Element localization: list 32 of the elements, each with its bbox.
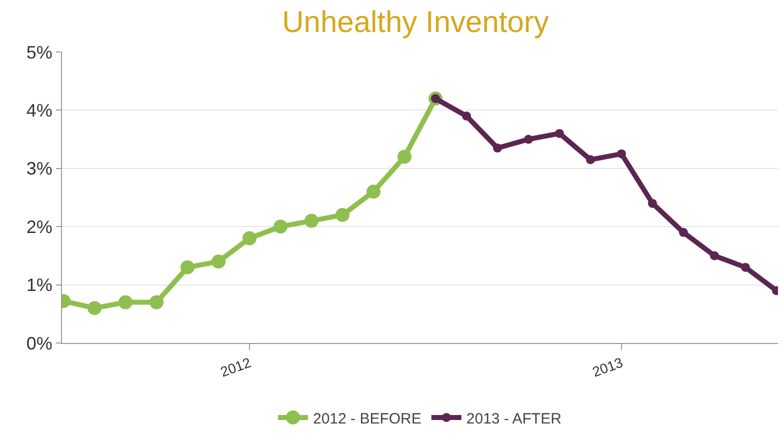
point [740,262,750,272]
point [616,149,626,158]
y-tick-label: 1% [26,275,52,296]
point [710,251,719,260]
point [524,134,533,144]
point [366,184,381,199]
point [88,301,102,316]
y-tick-label: 4% [26,100,52,120]
point [586,155,595,164]
point [336,208,350,222]
point [648,198,657,208]
y-tick-label: 3% [26,158,52,179]
point [492,144,502,153]
point [242,231,257,246]
point [118,295,133,310]
point [274,220,288,234]
point [398,150,412,164]
point [212,254,226,269]
point [150,295,164,310]
legend-label: 2013 - AFTER [466,410,562,428]
legend-label: 2012 - BEFORE [313,410,422,428]
y-tick-label: 0% [26,333,52,354]
point [304,214,319,228]
chart-title: Unhealthy Inventory [282,6,549,39]
point [554,128,564,138]
y-tick-label: 2% [26,216,52,237]
x-tick-label: 2012 [218,354,254,380]
y-tick-label: 5% [26,42,52,62]
point [180,260,195,274]
point [678,228,688,237]
point [462,112,471,121]
x-tick-label: 2013 [590,354,626,380]
